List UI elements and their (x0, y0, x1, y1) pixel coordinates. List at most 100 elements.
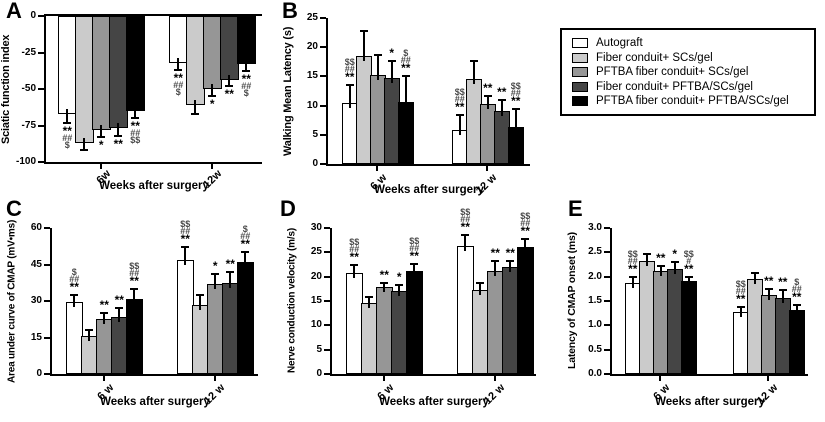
error-bar-stem (673, 262, 676, 275)
significance-markers: ** (768, 276, 798, 288)
bar-series-4 (789, 309, 805, 374)
x-axis (44, 162, 262, 164)
significance-symbol: ## (520, 217, 531, 228)
panel-d-nerve-conduction-velocity: D Nerve conduction velocity (m/s) Weeks … (272, 196, 554, 422)
bar-series-4 (237, 16, 256, 65)
group-label: 12 w (481, 381, 507, 408)
significance-markers: $$ ## ** (170, 219, 200, 246)
error-bar-stem (362, 31, 365, 61)
y-tick (324, 348, 330, 351)
significance-symbol: ## (62, 132, 73, 143)
legend-label: PFTBA fiber conduit+ PFTBA/SCs/gel (596, 95, 789, 107)
error-bar-cap (401, 74, 410, 77)
y-tick-label: 30 (30, 295, 42, 306)
y-tick (44, 373, 50, 375)
error-bar-stem (398, 285, 401, 296)
significance-symbol: ** (656, 250, 666, 265)
error-bar-cap (208, 95, 217, 98)
significance-markers: $$ ## ** (339, 237, 369, 263)
legend-swatch (572, 96, 588, 106)
significance-symbol: $$ (510, 81, 521, 92)
significance-symbol: ** (483, 80, 493, 95)
significance-markers: $$ ## ** (119, 261, 149, 288)
significance-symbol: ## (735, 286, 746, 297)
group-tick (486, 166, 488, 171)
error-bar-cap (750, 271, 759, 274)
significance-markers: ** ## $ (231, 73, 261, 98)
error-bar-stem (479, 282, 482, 296)
significance-symbol: ## (454, 93, 465, 104)
y-tick-label: 2.0 (588, 270, 602, 282)
legend-swatch (572, 81, 588, 92)
error-bar-cap (476, 281, 485, 284)
error-bar-cap (365, 295, 374, 298)
significance-markers: * (197, 98, 227, 110)
y-tick-label: 20 (306, 41, 318, 53)
significance-symbol: ## (130, 128, 141, 139)
significance-markers: * (200, 260, 230, 272)
y-tick-label: 1.0 (588, 319, 602, 331)
y-tick (44, 300, 50, 302)
y-tick-label: 0 (36, 368, 42, 379)
panel-b-walking-mean-latency: B Walking Mean Latency (s) Weeks after s… (270, 0, 542, 197)
legend-item-0: Autograft (572, 37, 804, 49)
error-bar-cap (387, 60, 396, 63)
error-bar-stem (494, 261, 497, 276)
legend-item-3: Fiber conduit+ PFTBA/SCs/gel (572, 81, 804, 93)
significance-symbol: ** (129, 273, 139, 288)
error-bar-cap (764, 287, 773, 290)
group-tick (376, 166, 378, 171)
significance-symbol: ** (113, 136, 123, 151)
y-tick-label: 0 (316, 368, 322, 379)
error-bar-stem (100, 124, 103, 138)
significance-markers: ** ## $ (163, 72, 193, 97)
bar-series-4 (398, 101, 414, 164)
significance-markers: ** (480, 246, 510, 261)
bar-series-2 (203, 16, 222, 89)
error-bar-stem (524, 238, 527, 253)
panel-letter: D (280, 196, 296, 221)
x-axis (330, 374, 536, 376)
significance-symbol: ** (497, 84, 507, 99)
panel-c-area-under-curve-cmap: C Area under curve of CMAP (mV•ms) Weeks… (0, 196, 272, 422)
bar-series-4 (126, 298, 143, 374)
error-bar-cap (778, 288, 787, 291)
y-tick (44, 263, 50, 266)
error-bar-stem (88, 330, 91, 342)
error-bar-stem (228, 75, 231, 87)
error-bar-stem (177, 57, 180, 71)
significance-markers: ** (103, 136, 133, 151)
error-bar-stem (781, 289, 784, 303)
error-bar-stem (103, 313, 106, 325)
significance-symbol: ** (792, 289, 802, 304)
error-bar-cap (196, 293, 205, 296)
significance-symbol: $$ (180, 219, 191, 230)
x-axis-title: Weeks after surgery (99, 180, 209, 192)
significance-symbol: ** (460, 220, 470, 235)
error-bar-cap (225, 85, 234, 88)
x-axis (326, 164, 530, 166)
y-axis (330, 228, 332, 376)
error-bar-cap (684, 275, 693, 278)
y-tick-label: 2.5 (588, 246, 602, 258)
group-tick (382, 376, 385, 381)
y-axis (50, 228, 52, 376)
y-tick-label: 0.5 (588, 343, 602, 355)
x-axis-title: Weeks after surgery (100, 396, 210, 408)
y-tick-label: 45 (30, 258, 42, 270)
significance-markers: * (86, 139, 116, 151)
bar-series-0 (58, 16, 77, 114)
significance-symbol: ## (349, 243, 360, 254)
y-tick (604, 300, 610, 302)
panel-letter: B (282, 0, 298, 23)
x-axis-title: Weeks after surgery (374, 184, 484, 196)
significance-symbol: ** (69, 279, 79, 294)
legend-label: PFTBA fiber conduit+ SCs/gel (596, 66, 749, 78)
error-bar-cap (455, 113, 464, 116)
panel-e-latency-cmap-onset: E Latency of CMAP onset (ms) Weeks after… (554, 196, 825, 422)
significance-symbol: ** (62, 123, 72, 138)
plot-area: 30 25 20 15 10 5 0 6 w $$ ## ** ** * $$ ## ** 12 w $$ ## **… (272, 196, 554, 422)
significance-symbol: ** (490, 246, 500, 261)
y-tick (44, 227, 50, 229)
significance-symbol: $$ (460, 207, 471, 218)
